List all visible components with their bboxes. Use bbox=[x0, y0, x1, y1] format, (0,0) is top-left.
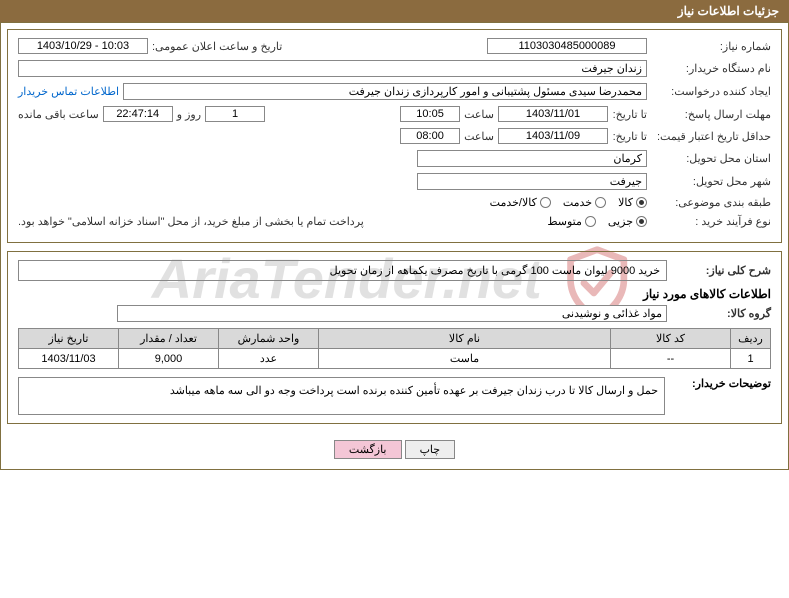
province-label: استان محل تحویل: bbox=[651, 152, 771, 165]
buyer-notes-label: توضیحات خریدار: bbox=[671, 377, 771, 390]
subject-radios: کالا خدمت کالا/خدمت bbox=[490, 196, 647, 209]
deadline-time: 10:05 bbox=[400, 106, 460, 122]
print-button[interactable]: چاپ bbox=[405, 440, 456, 459]
buyer-notes-value: حمل و ارسال کالا تا درب زندان جیرفت بر ع… bbox=[18, 377, 665, 415]
cell-name: ماست bbox=[319, 349, 611, 369]
until-date-label: تا تاریخ: bbox=[612, 108, 647, 121]
validity-date: 1403/11/09 bbox=[498, 128, 608, 144]
back-button[interactable]: بازگشت bbox=[334, 440, 402, 459]
goods-group-label: گروه کالا: bbox=[671, 307, 771, 320]
goods-info-title: اطلاعات کالاهای مورد نیاز bbox=[18, 287, 771, 301]
days-and-label: روز و bbox=[177, 108, 201, 121]
table-row: 1 -- ماست عدد 9,000 1403/11/03 bbox=[19, 349, 771, 369]
city-label: شهر محل تحویل: bbox=[651, 175, 771, 188]
col-name: نام کالا bbox=[319, 329, 611, 349]
cell-unit: عدد bbox=[219, 349, 319, 369]
footer-buttons: چاپ بازگشت bbox=[7, 432, 782, 463]
radio-minor[interactable]: جزیی bbox=[608, 215, 647, 228]
requester-label: ایجاد کننده درخواست: bbox=[651, 85, 771, 98]
cell-need-date: 1403/11/03 bbox=[19, 349, 119, 369]
announce-label: تاریخ و ساعت اعلان عمومی: bbox=[152, 40, 282, 53]
remaining-label: ساعت باقی مانده bbox=[18, 108, 99, 121]
until-date-label-2: تا تاریخ: bbox=[612, 130, 647, 143]
remaining-days: 1 bbox=[205, 106, 265, 122]
buyer-org-label: نام دستگاه خریدار: bbox=[651, 62, 771, 75]
radio-dot bbox=[636, 216, 647, 227]
radio-dot bbox=[585, 216, 596, 227]
deadline-date: 1403/11/01 bbox=[498, 106, 608, 122]
city-value: جیرفت bbox=[417, 173, 647, 190]
goods-group-value: مواد غذائی و نوشیدنی bbox=[117, 305, 667, 322]
province-value: کرمان bbox=[417, 150, 647, 167]
process-type-label: نوع فرآیند خرید : bbox=[651, 215, 771, 228]
col-qty: تعداد / مقدار bbox=[119, 329, 219, 349]
requester-value: محمدرضا سیدی مسئول پشتیبانی و امور کارپر… bbox=[123, 83, 647, 100]
hour-label-1: ساعت bbox=[464, 108, 494, 121]
details-box: شماره نیاز: 1103030485000089 تاریخ و ساع… bbox=[7, 29, 782, 243]
radio-dot bbox=[540, 197, 551, 208]
col-code: کد کالا bbox=[611, 329, 731, 349]
col-need-date: تاریخ نیاز bbox=[19, 329, 119, 349]
contact-link[interactable]: اطلاعات تماس خریدار bbox=[18, 85, 119, 98]
summary-label: شرح کلی نیاز: bbox=[671, 264, 771, 277]
hour-label-2: ساعت bbox=[464, 130, 494, 143]
radio-medium[interactable]: متوسط bbox=[547, 215, 596, 228]
remaining-time: 22:47:14 bbox=[103, 106, 173, 122]
announce-value: 1403/10/29 - 10:03 bbox=[18, 38, 148, 54]
process-radios: جزیی متوسط bbox=[547, 215, 647, 228]
radio-goods[interactable]: کالا bbox=[618, 196, 647, 209]
need-no-label: شماره نیاز: bbox=[651, 40, 771, 53]
radio-service[interactable]: خدمت bbox=[563, 196, 606, 209]
need-no-value: 1103030485000089 bbox=[487, 38, 647, 54]
radio-dot bbox=[595, 197, 606, 208]
summary-box: شرح کلی نیاز: خرید 9000 لیوان ماست 100 گ… bbox=[7, 251, 782, 424]
cell-qty: 9,000 bbox=[119, 349, 219, 369]
validity-time: 08:00 bbox=[400, 128, 460, 144]
col-row-no: ردیف bbox=[731, 329, 771, 349]
summary-value: خرید 9000 لیوان ماست 100 گرمی با تاریخ م… bbox=[18, 260, 667, 281]
panel-title: جزئیات اطلاعات نیاز bbox=[0, 0, 789, 22]
buyer-org-value: زندان جیرفت bbox=[18, 60, 647, 77]
subject-class-label: طبقه بندی موضوعی: bbox=[651, 196, 771, 209]
panel-body: AriaTender.net شماره نیاز: 1103030485000… bbox=[0, 22, 789, 470]
cell-code: -- bbox=[611, 349, 731, 369]
col-unit: واحد شمارش bbox=[219, 329, 319, 349]
goods-table: ردیف کد کالا نام کالا واحد شمارش تعداد /… bbox=[18, 328, 771, 369]
cell-row-no: 1 bbox=[731, 349, 771, 369]
radio-both[interactable]: کالا/خدمت bbox=[490, 196, 551, 209]
deadline-label: مهلت ارسال پاسخ: bbox=[651, 108, 771, 121]
radio-dot bbox=[636, 197, 647, 208]
process-note: پرداخت تمام یا بخشی از مبلغ خرید، از محل… bbox=[18, 215, 364, 228]
validity-label: حداقل تاریخ اعتبار قیمت: bbox=[651, 130, 771, 143]
